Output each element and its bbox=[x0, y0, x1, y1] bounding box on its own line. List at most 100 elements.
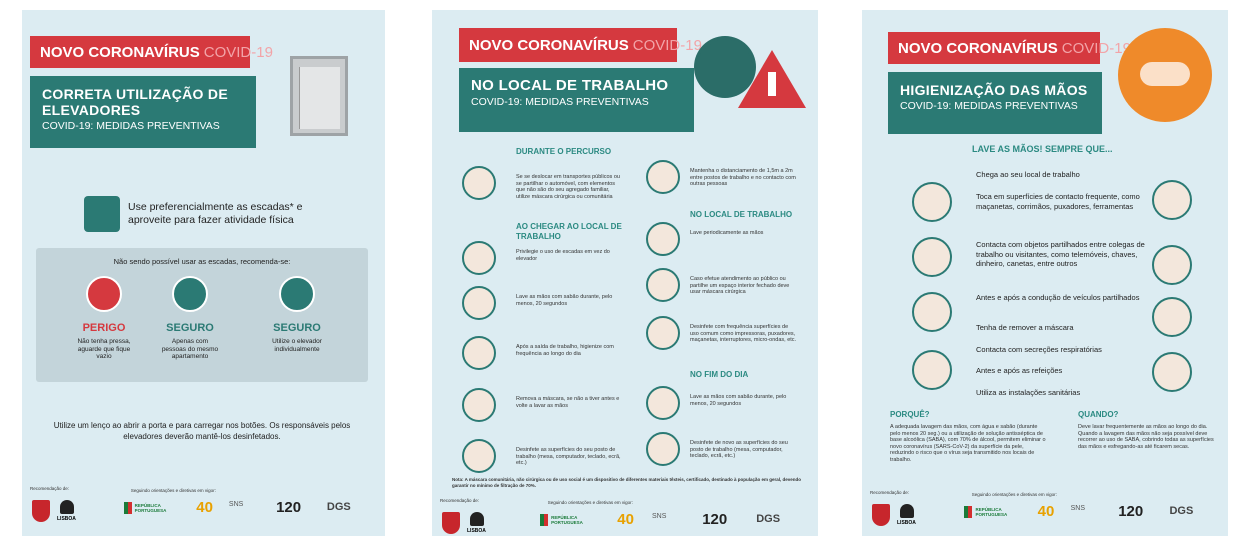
stairs-icon bbox=[84, 196, 120, 232]
option-text: Utilize o elevador individualmente bbox=[267, 338, 327, 353]
tag-suffix: COVID-19 bbox=[633, 37, 702, 54]
item-text: Desinfete com frequência superfícies de … bbox=[690, 324, 798, 344]
item-icon bbox=[646, 386, 680, 420]
section-heading: AO CHEGAR AO LOCAL DE TRABALHO bbox=[516, 222, 644, 242]
list-item: Toca em superfícies de contacto frequent… bbox=[976, 192, 1146, 211]
dgs-logo: DGS bbox=[1169, 505, 1193, 517]
following-label: Seguindo orientações e diretivas em vigo… bbox=[972, 492, 1057, 497]
item-icon bbox=[462, 241, 496, 275]
option-icon bbox=[86, 276, 122, 312]
tag-text: NOVO CORONAVÍRUS bbox=[469, 37, 629, 54]
item-icon bbox=[1152, 245, 1192, 285]
warning-mark bbox=[768, 72, 776, 96]
item-icon bbox=[462, 286, 496, 320]
list-item: Antes e após as refeições bbox=[976, 366, 1146, 376]
republic-name: REPÚBLICA PORTUGUESA bbox=[135, 503, 173, 513]
tag-suffix: COVID-19 bbox=[204, 44, 273, 61]
list-item: Utiliza as instalações sanitárias bbox=[976, 388, 1146, 398]
list-item: Contacta com secreções respiratórias bbox=[976, 345, 1146, 355]
item-icon bbox=[462, 336, 496, 370]
title-box: CORRETA UTILIZAÇÃO DE ELEVADORES COVID-19… bbox=[30, 76, 256, 148]
item-text: Lave as mãos com sabão durante, pelo men… bbox=[516, 294, 624, 307]
hundred-twenty: 120 bbox=[702, 511, 727, 528]
stairs-text: Use preferencialmente as escadas* e apro… bbox=[128, 201, 338, 227]
tag-text: NOVO CORONAVÍRUS bbox=[40, 44, 200, 61]
item-icon bbox=[462, 166, 496, 200]
crest bbox=[872, 504, 890, 526]
item-text: Caso efetue atendimento ao público ou pa… bbox=[690, 276, 798, 296]
following-label: Seguindo orientações e diretivas em vigo… bbox=[131, 488, 216, 493]
why-title: PORQUÊ? bbox=[890, 410, 930, 419]
list-item: Contacta com objetos partilhados entre c… bbox=[976, 240, 1146, 269]
elevator-icon bbox=[290, 56, 348, 136]
title-box: NO LOCAL DE TRABALHO COVID-19: MEDIDAS PR… bbox=[459, 68, 694, 132]
item-icon bbox=[1152, 180, 1192, 220]
subtitle: COVID-19: MEDIDAS PREVENTIVAS bbox=[42, 120, 244, 132]
republic-name: REPÚBLICA PORTUGUESA bbox=[975, 507, 1013, 517]
item-icon bbox=[912, 237, 952, 277]
subtitle: COVID-19: MEDIDAS PREVENTIVAS bbox=[471, 96, 682, 108]
crest bbox=[442, 512, 460, 534]
hands-shape bbox=[1140, 62, 1190, 86]
why-text: A adequada lavagem das mãos, com água e … bbox=[890, 424, 1048, 463]
section-heading: NO FIM DO DIA bbox=[690, 370, 818, 380]
subtitle: COVID-19: MEDIDAS PREVENTIVAS bbox=[900, 100, 1090, 112]
dgs-logo: DGS bbox=[327, 501, 351, 513]
sns-logo: SNS bbox=[652, 513, 666, 520]
city-emblem bbox=[900, 504, 914, 518]
item-text: Mantenha o distanciamento de 1,5m a 2m e… bbox=[690, 168, 798, 188]
when-text: Deve lavar frequentemente as mãos ao lon… bbox=[1078, 424, 1216, 450]
page: NOVO CORONAVÍRUSCOVID-19CORRETA UTILIZAÇ… bbox=[0, 0, 1235, 536]
following-label: Seguindo orientações e diretivas em vigo… bbox=[548, 500, 633, 505]
item-icon bbox=[646, 222, 680, 256]
note: Utilize um lenço ao abrir a porta e para… bbox=[52, 420, 352, 442]
tag-suffix: COVID-19 bbox=[1062, 40, 1131, 57]
elevator-door bbox=[299, 67, 340, 129]
list-item: Chega ao seu local de trabalho bbox=[976, 170, 1146, 180]
forty-logo: 40 bbox=[617, 511, 634, 528]
section-heading: DURANTE O PERCURSO bbox=[516, 147, 644, 157]
tag-text: NOVO CORONAVÍRUS bbox=[898, 40, 1058, 57]
item-icon bbox=[912, 182, 952, 222]
option-text: Apenas com pessoas do mesmo apartamento bbox=[160, 338, 220, 361]
item-text: Remova a máscara, se não a tiver antes e… bbox=[516, 396, 624, 409]
item-icon bbox=[646, 316, 680, 350]
option-text: Não tenha pressa, aguarde que fique vazi… bbox=[74, 338, 134, 361]
forty-logo: 40 bbox=[196, 499, 213, 516]
city-emblem bbox=[470, 512, 484, 526]
city-name: LISBOA bbox=[897, 520, 916, 526]
recommended-label: Recomendação de: bbox=[440, 498, 479, 503]
item-icon bbox=[1152, 297, 1192, 337]
city-name: LISBOA bbox=[57, 516, 76, 522]
item-text: Desinfete as superfícies do seu posto de… bbox=[516, 447, 624, 467]
title: NO LOCAL DE TRABALHO bbox=[471, 78, 682, 94]
option-label: SEGURO bbox=[150, 322, 230, 334]
item-icon bbox=[462, 388, 496, 422]
option-label: PERIGO bbox=[64, 322, 144, 334]
list-item: Tenha de remover a máscara bbox=[976, 323, 1146, 333]
republic-mark bbox=[540, 514, 548, 526]
hundred-twenty: 120 bbox=[1118, 503, 1143, 520]
recommendation-box: Não sendo possível usar as escadas, reco… bbox=[36, 248, 368, 382]
city-name: LISBOA bbox=[467, 528, 486, 534]
recommended-label: Recomendação de: bbox=[870, 490, 909, 495]
hundred-twenty: 120 bbox=[276, 499, 301, 516]
city-emblem bbox=[60, 500, 74, 514]
option-icon bbox=[172, 276, 208, 312]
item-text: Se se deslocar em transportes públicos o… bbox=[516, 174, 624, 200]
item-icon bbox=[912, 292, 952, 332]
item-text: Após a saída de trabalho, higienize com … bbox=[516, 344, 624, 357]
forty-logo: 40 bbox=[1038, 503, 1055, 520]
when-title: QUANDO? bbox=[1078, 410, 1118, 419]
title: CORRETA UTILIZAÇÃO DE ELEVADORES bbox=[42, 86, 244, 118]
item-icon bbox=[1152, 352, 1192, 392]
item-icon bbox=[912, 350, 952, 390]
item-icon bbox=[646, 268, 680, 302]
option-label: SEGURO bbox=[257, 322, 337, 334]
